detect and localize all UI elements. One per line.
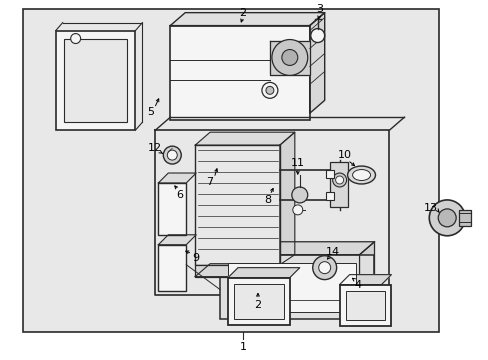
Bar <box>325 192 333 200</box>
Text: 10: 10 <box>337 150 351 160</box>
Text: 7: 7 <box>206 177 213 187</box>
Bar <box>56 31 135 130</box>
Ellipse shape <box>167 150 177 160</box>
Ellipse shape <box>347 166 375 184</box>
Polygon shape <box>227 268 299 278</box>
Text: 1: 1 <box>239 342 246 352</box>
Polygon shape <box>170 13 324 26</box>
Bar <box>325 170 333 178</box>
Text: 6: 6 <box>176 190 183 200</box>
Circle shape <box>281 50 297 66</box>
Polygon shape <box>158 235 196 245</box>
Bar <box>329 162 347 207</box>
Bar <box>227 278 289 325</box>
Bar <box>458 210 470 226</box>
Polygon shape <box>269 41 309 75</box>
Polygon shape <box>309 13 324 113</box>
Text: 2: 2 <box>254 300 261 310</box>
Text: 4: 4 <box>353 280 360 289</box>
Polygon shape <box>279 132 294 265</box>
Bar <box>158 245 186 291</box>
Bar <box>63 39 127 122</box>
Bar <box>234 284 283 319</box>
Text: 5: 5 <box>146 107 154 117</box>
Circle shape <box>265 86 273 94</box>
Bar <box>227 263 355 312</box>
Text: 14: 14 <box>325 247 339 257</box>
Bar <box>220 255 374 319</box>
Ellipse shape <box>332 173 346 187</box>
Text: 11: 11 <box>290 158 304 168</box>
Circle shape <box>312 256 336 280</box>
Circle shape <box>271 40 307 75</box>
Bar <box>195 265 279 276</box>
Bar <box>170 26 309 120</box>
Circle shape <box>318 262 330 274</box>
Bar <box>23 9 438 332</box>
Polygon shape <box>195 132 294 145</box>
Text: 8: 8 <box>264 195 271 205</box>
Text: 3: 3 <box>316 4 323 14</box>
Circle shape <box>437 209 455 227</box>
Polygon shape <box>359 242 374 319</box>
Bar <box>195 145 279 265</box>
Circle shape <box>71 33 81 44</box>
Circle shape <box>292 205 302 215</box>
Polygon shape <box>220 242 374 255</box>
Bar <box>158 183 186 235</box>
Bar <box>339 285 390 327</box>
Ellipse shape <box>163 146 181 164</box>
Text: 9: 9 <box>192 253 199 263</box>
Circle shape <box>310 28 324 42</box>
Circle shape <box>428 200 464 236</box>
Polygon shape <box>195 264 294 276</box>
Circle shape <box>262 82 277 98</box>
Bar <box>345 291 385 320</box>
Circle shape <box>291 187 307 203</box>
Polygon shape <box>339 275 390 285</box>
Text: 13: 13 <box>424 203 437 213</box>
Text: 2: 2 <box>239 8 246 18</box>
Ellipse shape <box>335 176 343 184</box>
Text: 12: 12 <box>148 143 162 153</box>
Ellipse shape <box>352 170 370 180</box>
Polygon shape <box>158 173 196 183</box>
